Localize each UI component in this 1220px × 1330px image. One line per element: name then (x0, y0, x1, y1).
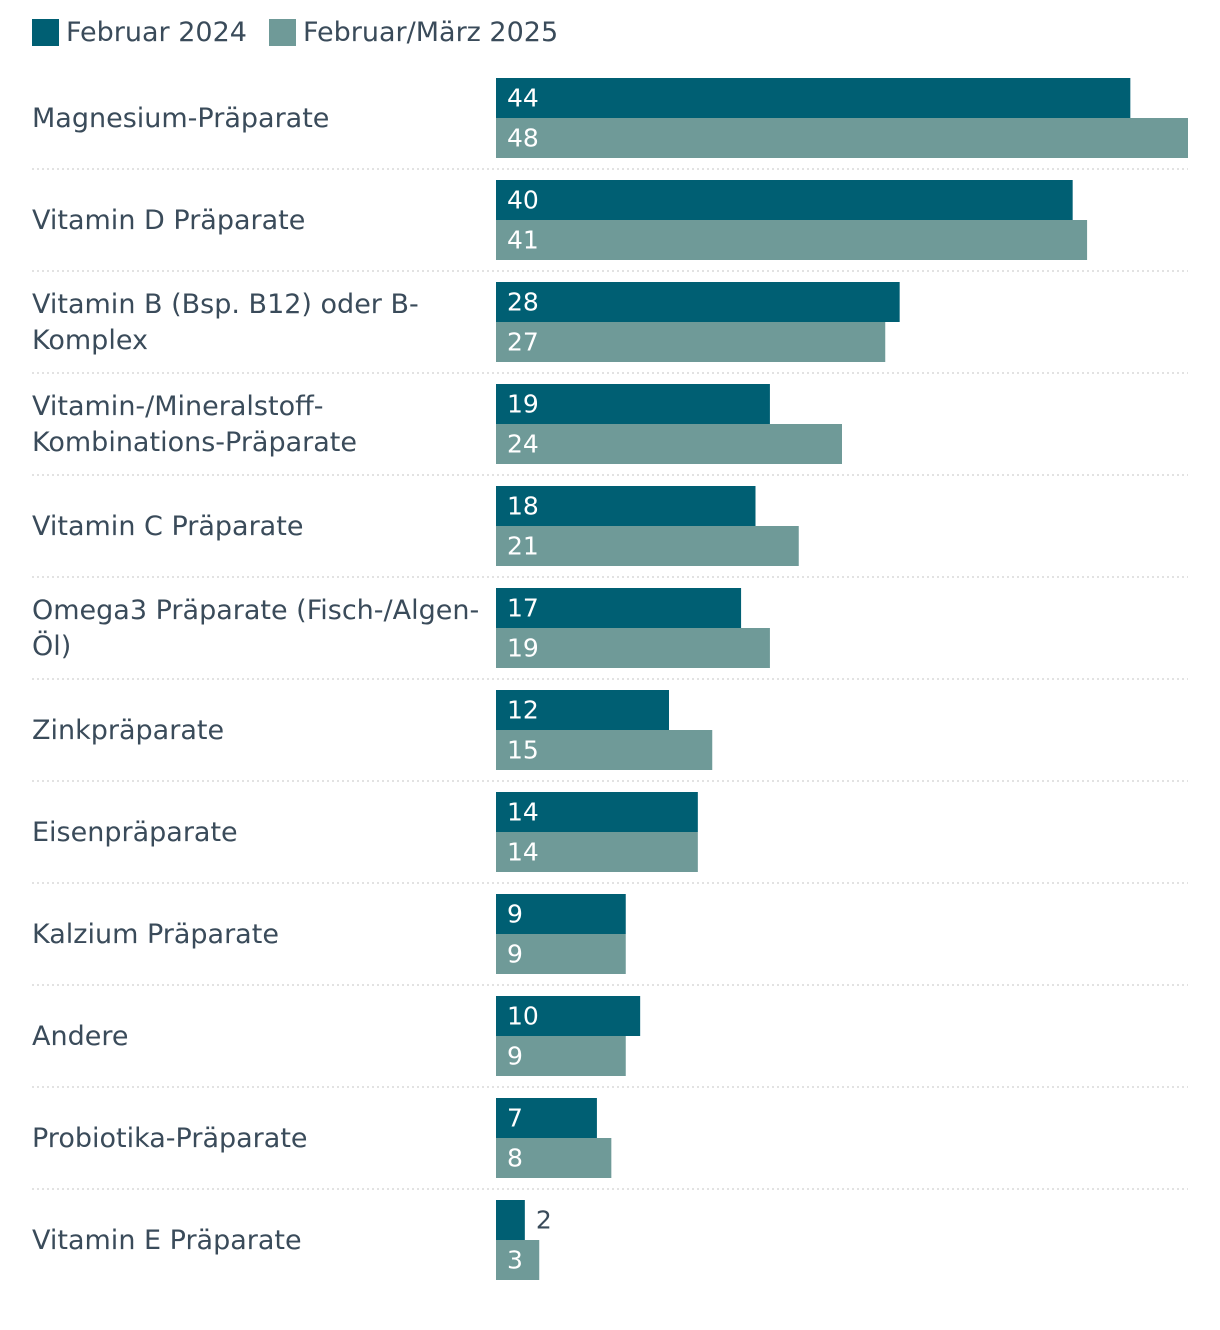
bar-series2 (496, 1138, 612, 1178)
data-label-series2: 21 (507, 532, 539, 561)
bar-series2 (496, 934, 626, 974)
legend-item-series1: Februar 2024 (32, 17, 247, 48)
data-label-series2: 41 (507, 226, 539, 255)
bar-series1 (496, 588, 742, 628)
data-label-series1: 7 (507, 1104, 523, 1133)
bar-series1 (496, 180, 1073, 220)
data-label-series1: 40 (507, 186, 539, 215)
bar-series1 (496, 486, 756, 526)
bar-series2 (496, 118, 1188, 158)
data-label-series1: 18 (507, 492, 539, 521)
category-label: Omega3 Präparate (Fisch-/Algen- Öl) (32, 595, 479, 662)
category-label-line: Magnesium-Präparate (32, 103, 329, 134)
data-label-series1: 2 (536, 1206, 552, 1235)
legend-item-series2: Februar/März 2025 (268, 16, 559, 48)
bar-series2 (496, 832, 698, 872)
legend: Februar 2024 Februar/März 2025 (32, 14, 580, 50)
category-label: Eisenpräparate (32, 817, 238, 848)
category-label: Zinkpräparate (32, 715, 224, 746)
data-label-series2: 9 (507, 940, 523, 969)
legend-label-series1: Februar 2024 (66, 16, 247, 48)
legend-swatch-series1 (32, 18, 59, 46)
data-label-series2: 24 (507, 430, 539, 459)
bar-series2 (496, 220, 1088, 260)
category-label-line: Vitamin-/Mineralstoff- (32, 391, 323, 422)
category-label-line: Komplex (32, 325, 148, 356)
category-label: Vitamin B (Bsp. B12) oder B- Komplex (32, 289, 419, 356)
bar-series1 (496, 996, 641, 1036)
data-label-series2: 8 (507, 1144, 523, 1173)
category-label: Vitamin C Präparate (32, 511, 303, 542)
data-label-series2: 3 (507, 1246, 523, 1275)
category-label-line: Probiotika-Präparate (32, 1123, 308, 1154)
bar-series2 (496, 1036, 626, 1076)
data-label-series2: 27 (507, 328, 539, 357)
bar-series2 (496, 1240, 540, 1280)
category-label: Kalzium Präparate (32, 919, 279, 950)
data-label-series2: 9 (507, 1042, 523, 1071)
category-label: Probiotika-Präparate (32, 1123, 308, 1154)
bar-series1 (496, 690, 669, 730)
bar-series1 (496, 282, 900, 322)
bar-series1 (496, 384, 770, 424)
bar-series1 (496, 792, 698, 832)
category-label-line: Vitamin E Präparate (32, 1225, 302, 1256)
category-label-line: Eisenpräparate (32, 817, 238, 848)
bar-series2 (496, 628, 770, 668)
category-label-line: Omega3 Präparate (Fisch-/Algen- (32, 595, 479, 626)
data-label-series1: 28 (507, 288, 539, 317)
bar-series1 (496, 894, 626, 934)
category-label: Andere (32, 1021, 128, 1052)
data-label-series1: 14 (507, 798, 539, 827)
data-label-series2: 48 (507, 124, 539, 153)
category-label-line: Kombinations-Präparate (32, 427, 357, 458)
data-label-series2: 19 (507, 634, 539, 663)
legend-swatch-series2 (268, 18, 296, 46)
category-label-line: Kalzium Präparate (32, 919, 279, 950)
bar-series1 (496, 78, 1131, 118)
category-label-line: Andere (32, 1021, 128, 1052)
data-label-series1: 44 (507, 84, 539, 113)
bar-series2 (496, 424, 842, 464)
data-label-series1: 12 (507, 696, 539, 725)
category-label: Vitamin D Präparate (32, 205, 305, 236)
bar-series2 (496, 322, 886, 362)
data-label-series1: 17 (507, 594, 539, 623)
category-label-line: Vitamin B (Bsp. B12) oder B- (32, 289, 419, 320)
legend-label-series2: Februar/März 2025 (302, 16, 559, 48)
category-label: Vitamin E Präparate (32, 1225, 302, 1256)
bar-series1 (496, 1098, 597, 1138)
category-label-line: Vitamin C Präparate (32, 511, 303, 542)
category-label-line: Vitamin D Präparate (32, 205, 305, 236)
data-label-series1: 19 (507, 390, 539, 419)
category-label: Magnesium-Präparate (32, 103, 329, 134)
data-label-series1: 9 (507, 900, 523, 929)
bar-series2 (496, 526, 799, 566)
bar-series1 (496, 1200, 525, 1240)
category-label-line: Zinkpräparate (32, 715, 224, 746)
data-label-series2: 14 (507, 838, 539, 867)
data-label-series1: 10 (507, 1002, 539, 1031)
category-label: Vitamin-/Mineralstoff- Kombinations-Präpa… (32, 391, 357, 458)
data-label-series2: 15 (507, 736, 539, 765)
category-label-line: Öl) (32, 630, 71, 662)
bar-series2 (496, 730, 713, 770)
